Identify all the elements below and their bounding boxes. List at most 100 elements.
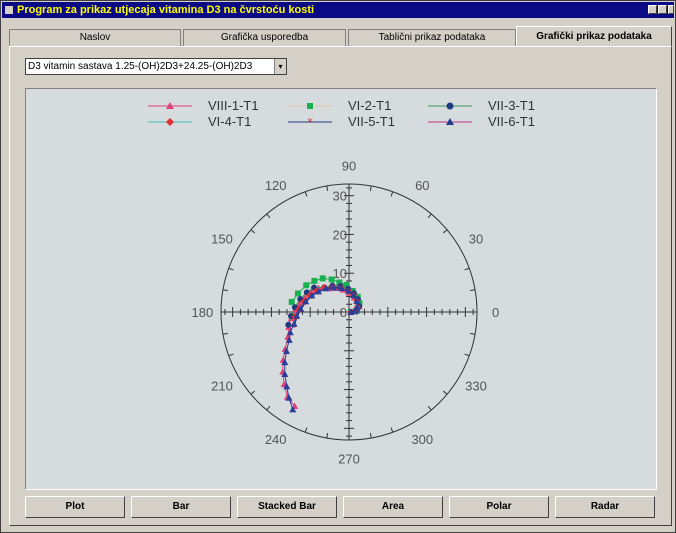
data-point	[344, 287, 352, 294]
angle-tick	[326, 185, 329, 191]
angle-tick	[427, 405, 432, 411]
angle-tick	[266, 405, 271, 411]
data-point	[319, 275, 326, 282]
data-point	[288, 298, 295, 305]
angle-tick	[250, 229, 256, 234]
angle-tick	[442, 229, 448, 234]
data-point	[303, 282, 310, 289]
angle-tick	[304, 427, 308, 433]
angle-tick	[266, 213, 271, 219]
angle-label: 150	[211, 232, 233, 247]
legend-label: VII-6-T1	[488, 114, 535, 129]
legend-item: VI-4-T1	[146, 114, 281, 129]
data-point	[343, 281, 350, 288]
tab-naslov[interactable]: Naslov	[9, 29, 181, 46]
tab-graficki-prikaz[interactable]: Grafički prikaz podataka	[516, 26, 672, 47]
radar-button[interactable]: Radar	[555, 496, 655, 518]
angle-tick	[390, 191, 394, 197]
angle-tick	[222, 332, 228, 335]
angle-label: 240	[265, 432, 287, 447]
data-point	[283, 347, 291, 355]
minimize-button[interactable]	[648, 5, 657, 14]
window-title: Program za prikaz utjecaja vitamina D3 n…	[17, 4, 315, 16]
plot-button[interactable]: Plot	[25, 496, 125, 518]
data-point	[286, 328, 294, 336]
radial-tick-label: 20	[333, 227, 347, 242]
angle-tick	[326, 433, 329, 439]
angle-tick	[464, 353, 470, 357]
svg-text:*: *	[307, 116, 313, 129]
legend-label: VI-4-T1	[208, 114, 252, 129]
tab-bar: Naslov Grafička usporedba Tablični prika…	[9, 26, 672, 47]
chart-type-toolbar: Plot Bar Stacked Bar Area Polar Radar	[25, 496, 657, 520]
data-point	[336, 279, 343, 286]
title-bar: Program za prikaz utjecaja vitamina D3 n…	[2, 2, 674, 18]
data-point	[290, 320, 298, 327]
legend-label: VII-3-T1	[488, 98, 535, 113]
angle-label: 180	[192, 305, 214, 320]
legend-item: VIII-1-T1	[146, 98, 281, 113]
angle-tick	[369, 185, 372, 191]
angle-tick	[228, 267, 234, 271]
angle-tick	[464, 267, 470, 271]
data-point	[297, 305, 305, 312]
data-point	[322, 284, 330, 292]
angle-label: 120	[265, 178, 287, 193]
data-point	[283, 382, 291, 390]
data-point	[330, 283, 338, 291]
angle-tick	[369, 433, 372, 439]
angle-label: 300	[411, 432, 433, 447]
legend-swatch	[428, 102, 472, 110]
data-point	[294, 290, 301, 297]
data-point	[302, 297, 310, 305]
stacked-bar-button[interactable]: Stacked Bar	[237, 496, 337, 518]
legend-swatch	[288, 103, 332, 109]
angle-tick	[228, 353, 234, 357]
angle-label: 270	[338, 452, 360, 467]
angle-tick	[304, 191, 308, 197]
legend-item: VII-3-T1	[426, 98, 561, 113]
data-point	[281, 358, 289, 366]
data-point	[350, 291, 358, 299]
legend-label: VI-2-T1	[348, 98, 392, 113]
angle-tick	[470, 332, 476, 335]
angle-tick	[250, 390, 256, 395]
angle-tick	[427, 213, 432, 219]
area-button[interactable]: Area	[343, 496, 443, 518]
data-point	[353, 303, 361, 310]
dataset-select-value: D3 vitamin sastava 1.25-(OH)2D3+24.25-(O…	[28, 61, 253, 72]
legend-swatch	[428, 118, 472, 125]
dataset-select[interactable]: D3 vitamin sastava 1.25-(OH)2D3+24.25-(O…	[25, 58, 287, 75]
data-point	[308, 291, 316, 299]
angle-label: 210	[211, 378, 233, 393]
angle-label: 60	[415, 178, 429, 193]
data-point	[285, 336, 293, 343]
tab-panel	[9, 46, 672, 526]
angle-label: 90	[342, 158, 356, 173]
angle-tick	[390, 427, 394, 433]
polar-button[interactable]: Polar	[449, 496, 549, 518]
tab-graficka-usporedba[interactable]: Grafička usporedba	[183, 29, 346, 46]
chevron-down-icon[interactable]: ▾	[274, 59, 286, 74]
close-button[interactable]	[668, 5, 674, 14]
legend-item: VII-6-T1	[426, 114, 561, 129]
legend-item: * VII-5-T1	[286, 114, 421, 129]
legend-item: VI-2-T1	[286, 98, 421, 113]
chart-area: 0 10 20 30 0 30 60 90 120 150 180 210 240 270 300 330 V…	[25, 88, 657, 490]
legend-swatch: *	[288, 116, 332, 129]
legend-label: VIII-1-T1	[208, 98, 259, 113]
data-point	[314, 287, 322, 295]
bar-button[interactable]: Bar	[131, 496, 231, 518]
data-point	[328, 276, 335, 283]
legend-swatch	[148, 118, 192, 126]
app-icon[interactable]	[5, 6, 13, 14]
data-point	[311, 277, 318, 284]
radial-tick-label: 10	[333, 266, 347, 281]
tab-tablicni-prikaz[interactable]: Tablični prikaz podataka	[348, 29, 516, 46]
data-point	[353, 297, 361, 304]
data-point	[289, 405, 297, 413]
data-point	[285, 394, 293, 401]
maximize-button[interactable]	[658, 5, 667, 14]
